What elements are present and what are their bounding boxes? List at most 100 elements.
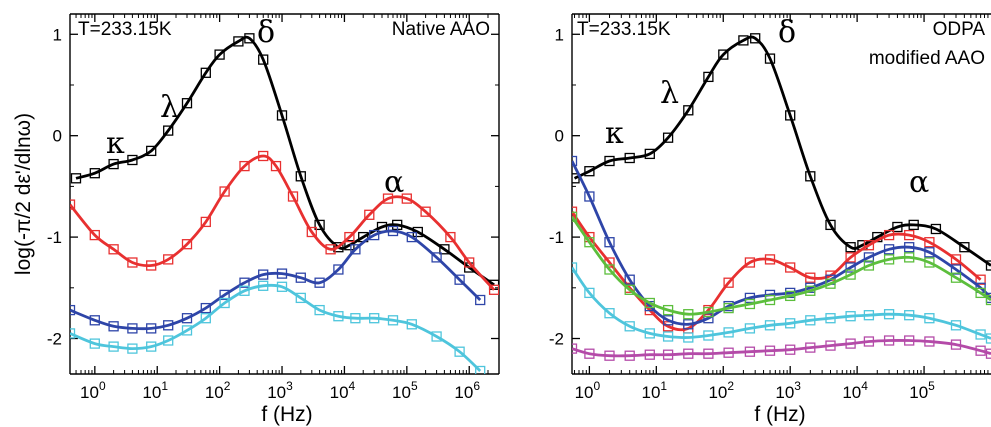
data-point — [314, 219, 325, 231]
data-point — [387, 315, 399, 326]
data-point — [924, 336, 935, 347]
x-tick-exponent: 5 — [928, 379, 935, 393]
data-point — [333, 264, 344, 275]
data-point — [904, 310, 915, 321]
data-point — [439, 244, 450, 255]
data-point — [572, 343, 578, 354]
series-3-line — [70, 229, 482, 331]
data-point — [785, 290, 796, 302]
sample-label-right-line2: modified AAO — [869, 48, 985, 69]
data-point — [200, 67, 211, 78]
data-point — [904, 335, 915, 346]
data-point — [572, 262, 578, 273]
data-point — [146, 323, 157, 334]
data-point — [845, 242, 856, 253]
data-point — [287, 191, 299, 202]
x-tick-exponent: 1 — [161, 379, 168, 393]
data-point — [258, 54, 269, 65]
series-1-markers — [70, 33, 499, 290]
data-point — [244, 33, 255, 44]
data-point — [295, 171, 306, 182]
x-tick-exponent: 3 — [794, 379, 801, 393]
data-point — [127, 323, 138, 334]
data-point — [295, 292, 306, 304]
data-point — [624, 284, 635, 295]
data-point — [644, 297, 655, 309]
x-tick-label: 105 — [392, 379, 418, 402]
data-point — [644, 328, 655, 339]
series-layer — [572, 33, 991, 361]
series-1-line — [75, 35, 495, 286]
data-point — [845, 252, 856, 263]
data-point — [239, 285, 250, 296]
data-point — [604, 237, 615, 248]
data-point — [703, 313, 714, 324]
series-4-line — [70, 283, 482, 373]
data-point — [89, 338, 100, 349]
x-tick-exponent: 4 — [861, 379, 868, 393]
y-tick-label: 1 — [555, 25, 564, 44]
alpha-annotation: α — [384, 165, 404, 200]
data-point — [314, 277, 325, 288]
data-point — [950, 272, 962, 283]
x-tick-exponent: 0 — [593, 379, 600, 393]
data-point — [146, 260, 157, 271]
data-point — [930, 223, 942, 235]
x-tick-exponent: 0 — [99, 379, 106, 393]
data-point — [572, 211, 578, 222]
data-point — [883, 229, 895, 241]
series-2-line — [70, 154, 496, 291]
data-point — [70, 173, 82, 184]
y-axis-label: log(-π/2 dε'/dlnω) — [12, 113, 35, 275]
temperature-label-right: T=233.15K — [577, 19, 671, 40]
data-point — [723, 277, 734, 288]
data-point — [825, 278, 836, 289]
data-point — [975, 345, 986, 356]
data-point — [883, 309, 895, 320]
data-point — [703, 71, 714, 83]
x-axis-label-right: f (Hz) — [754, 403, 805, 426]
data-point — [584, 166, 595, 177]
data-point — [883, 244, 895, 255]
series-3-markers — [70, 225, 486, 334]
data-point — [219, 186, 230, 197]
data-point — [295, 272, 306, 283]
data-point — [624, 152, 635, 164]
x-tick-label: 106 — [454, 379, 480, 402]
data-point — [584, 237, 595, 248]
data-point — [883, 254, 895, 265]
x-tick-label: 102 — [205, 379, 231, 402]
data-point — [181, 98, 193, 109]
data-point — [89, 229, 100, 241]
data-point — [572, 173, 580, 184]
data-point — [401, 193, 412, 204]
data-point — [624, 321, 635, 332]
data-point — [924, 237, 935, 248]
data-point — [333, 242, 344, 253]
data-point — [744, 323, 756, 334]
x-tick-label: 101 — [142, 379, 168, 402]
data-point — [744, 346, 756, 357]
sample-label: Native AAO — [392, 19, 490, 40]
data-point — [723, 327, 734, 338]
data-point — [683, 105, 694, 116]
x-tick-exponent: 3 — [286, 379, 293, 393]
data-point — [258, 269, 269, 280]
data-point — [464, 257, 475, 268]
data-point — [70, 328, 76, 339]
data-point — [764, 254, 776, 265]
data-point — [950, 339, 962, 350]
x-tick-label: 103 — [267, 379, 293, 402]
data-point — [108, 341, 119, 352]
data-point — [644, 349, 655, 360]
series-layer — [70, 33, 499, 374]
data-point — [239, 277, 250, 288]
data-point — [369, 229, 380, 241]
data-point — [431, 331, 442, 342]
data-point — [662, 315, 674, 326]
data-point — [750, 33, 761, 44]
data-point — [805, 272, 816, 283]
data-point — [785, 344, 796, 355]
